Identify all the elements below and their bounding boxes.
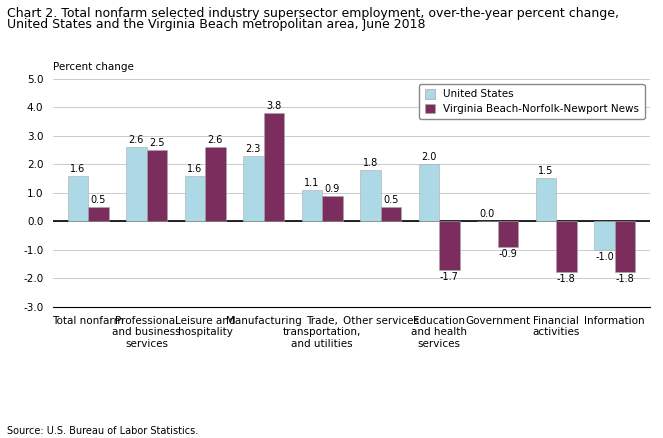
Bar	[243, 156, 264, 221]
Text: -1.8: -1.8	[557, 275, 575, 284]
Text: 1.6: 1.6	[70, 164, 86, 173]
Text: Chart 2. Total nonfarm selected industry supersector employment, over-the-year p: Chart 2. Total nonfarm selected industry…	[7, 7, 619, 20]
Bar	[536, 179, 556, 221]
Text: 3.8: 3.8	[267, 101, 282, 111]
Bar	[147, 150, 167, 221]
Bar	[185, 176, 205, 221]
Bar	[68, 176, 88, 221]
Bar	[594, 221, 615, 250]
Text: 2.6: 2.6	[208, 135, 223, 145]
Text: -1.7: -1.7	[440, 272, 459, 282]
Text: 0.5: 0.5	[91, 195, 106, 205]
Text: 0.9: 0.9	[325, 184, 340, 194]
Bar	[264, 113, 284, 221]
Bar	[498, 221, 518, 247]
Text: -1.0: -1.0	[595, 252, 614, 261]
Bar	[381, 207, 401, 221]
Bar	[302, 190, 322, 221]
Text: 1.5: 1.5	[538, 166, 554, 177]
Bar	[322, 195, 343, 221]
Text: 1.6: 1.6	[187, 164, 202, 173]
Text: 2.6: 2.6	[129, 135, 144, 145]
Text: Source: U.S. Bureau of Labor Statistics.: Source: U.S. Bureau of Labor Statistics.	[7, 426, 198, 436]
Text: 1.8: 1.8	[363, 158, 378, 168]
Bar	[556, 221, 577, 272]
Bar	[88, 207, 109, 221]
Text: United States and the Virginia Beach metropolitan area, June 2018: United States and the Virginia Beach met…	[7, 18, 425, 32]
Bar	[615, 221, 635, 272]
Bar	[126, 147, 147, 221]
Text: 1.1: 1.1	[304, 178, 320, 188]
Text: 2.0: 2.0	[421, 152, 437, 162]
Text: 0.5: 0.5	[383, 195, 398, 205]
Bar	[360, 170, 381, 221]
Bar	[418, 164, 439, 221]
Text: Percent change: Percent change	[53, 62, 134, 72]
Bar	[439, 221, 459, 269]
Bar	[205, 147, 225, 221]
Text: 0.0: 0.0	[480, 209, 495, 219]
Text: -1.8: -1.8	[615, 275, 634, 284]
Text: 2.3: 2.3	[246, 144, 261, 154]
Text: -0.9: -0.9	[499, 249, 517, 259]
Text: 2.5: 2.5	[149, 138, 164, 148]
Legend: United States, Virginia Beach-Norfolk-Newport News: United States, Virginia Beach-Norfolk-Ne…	[420, 84, 644, 119]
